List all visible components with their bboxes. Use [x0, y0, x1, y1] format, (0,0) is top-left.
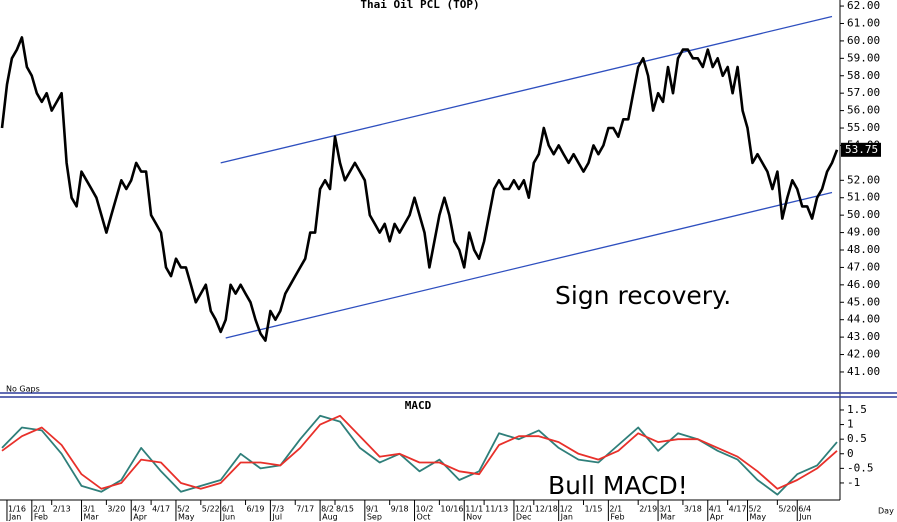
y-tick-label: 47.00: [847, 260, 880, 273]
y-tick-label: 61.00: [847, 16, 880, 29]
month-label: May: [178, 513, 195, 522]
y-tick-label: 56.00: [847, 104, 880, 117]
month-label: Feb: [610, 513, 624, 522]
x-tick-label: 6/4: [798, 505, 811, 514]
line-series: [1, 414, 838, 490]
x-tick-label: 6/19: [247, 505, 265, 514]
y-tick-label: 1: [847, 418, 854, 431]
month-label: Dec: [516, 513, 531, 522]
x-tick-label: 10/16: [440, 505, 463, 514]
y-tick-label: 51.00: [847, 191, 880, 204]
y-tick-label: 0: [847, 447, 854, 460]
month-label: Apr: [710, 513, 725, 522]
y-tick-label: 1.5: [847, 403, 867, 416]
x-tick-label: 7/3: [271, 505, 284, 514]
month-label: May: [750, 513, 767, 522]
x-tick-label: 1/2: [560, 505, 573, 514]
x-tick-label: 12/1: [515, 505, 533, 514]
y-tick-label: 46.00: [847, 278, 880, 291]
y-tick-label: -0.5: [847, 461, 874, 474]
x-tick-label: 5/2: [749, 505, 762, 514]
y-tick-label: 41.00: [847, 365, 880, 378]
x-tick-label: 5/22: [202, 505, 220, 514]
x-tick-label: 4/3: [132, 505, 145, 514]
y-tick-label: 55.00: [847, 121, 880, 134]
x-tick-label: 1/16: [8, 505, 26, 514]
month-label: Jan: [8, 513, 21, 522]
y-tick-label: 52.00: [847, 173, 880, 186]
x-tick-label: 3/1: [659, 505, 672, 514]
y-tick-label: 44.00: [847, 313, 880, 326]
line-series: [220, 15, 833, 164]
x-tick-label: 5/2: [177, 505, 190, 514]
line-series: [225, 191, 833, 339]
y-tick-label: 50.00: [847, 208, 880, 221]
y-tick-label: 57.00: [847, 86, 880, 99]
x-axis-label: Day: [878, 507, 894, 516]
x-tick-label: 4/17: [152, 505, 170, 514]
month-label: Mar: [84, 513, 100, 522]
y-tick-label: 48.00: [847, 243, 880, 256]
y-tick-label: 60.00: [847, 34, 880, 47]
x-tick-label: 4/1: [709, 505, 722, 514]
x-tick-label: 8/15: [336, 505, 354, 514]
line-series: [0, 36, 839, 342]
x-tick-label: 2/19: [639, 505, 657, 514]
y-tick-label: 0.5: [847, 432, 867, 445]
y-tick-label: 58.00: [847, 69, 880, 82]
x-tick-label: 4/17: [729, 505, 747, 514]
x-tick-label: 3/20: [107, 505, 125, 514]
month-label: Oct: [417, 513, 431, 522]
month-label: Feb: [34, 513, 48, 522]
month-label: Apr: [133, 513, 148, 522]
x-tick-label: 11/13: [485, 505, 508, 514]
x-tick-label: 9/1: [366, 505, 379, 514]
y-tick-label: -1: [847, 476, 860, 489]
x-tick-label: 1/15: [585, 505, 603, 514]
chart-title: Thai Oil PCL (TOP): [360, 0, 479, 11]
y-tick-label: 45.00: [847, 295, 880, 308]
month-label: Jun: [222, 513, 236, 522]
x-tick-label: 8/2: [321, 505, 334, 514]
x-tick-label: 11/1: [465, 505, 483, 514]
x-tick-label: 2/1: [609, 505, 622, 514]
y-tick-label: 42.00: [847, 348, 880, 361]
month-label: Jul: [271, 513, 282, 522]
x-tick-label: 9/18: [391, 505, 409, 514]
y-tick-label: 62.00: [847, 0, 880, 12]
macd-title: MACD: [405, 399, 432, 412]
x-tick-label: 7/17: [296, 505, 314, 514]
x-tick-label: 3/1: [83, 505, 96, 514]
subtitle: No Gaps: [6, 385, 40, 394]
x-tick-label: 6/1: [222, 505, 235, 514]
annotation: Sign recovery.: [555, 281, 731, 310]
y-tick-label: 49.00: [847, 226, 880, 239]
month-label: Sep: [367, 513, 382, 522]
month-label: Jun: [798, 513, 812, 522]
month-label: Jan: [560, 513, 573, 522]
x-tick-label: 10/2: [416, 505, 434, 514]
month-label: Mar: [660, 513, 676, 522]
x-tick-label: 12/18: [535, 505, 558, 514]
x-tick-label: 5/20: [778, 505, 796, 514]
y-tick-label: 59.00: [847, 51, 880, 64]
annotation: Bull MACD!: [548, 471, 688, 500]
last-price-label: 53.75: [845, 143, 878, 156]
last-price-box: [841, 142, 881, 157]
month-label: Nov: [466, 513, 482, 522]
x-tick-label: 2/13: [53, 505, 71, 514]
month-label: Aug: [322, 513, 338, 522]
y-tick-label: 43.00: [847, 330, 880, 343]
x-tick-label: 3/18: [684, 505, 702, 514]
x-tick-label: 2/1: [33, 505, 46, 514]
